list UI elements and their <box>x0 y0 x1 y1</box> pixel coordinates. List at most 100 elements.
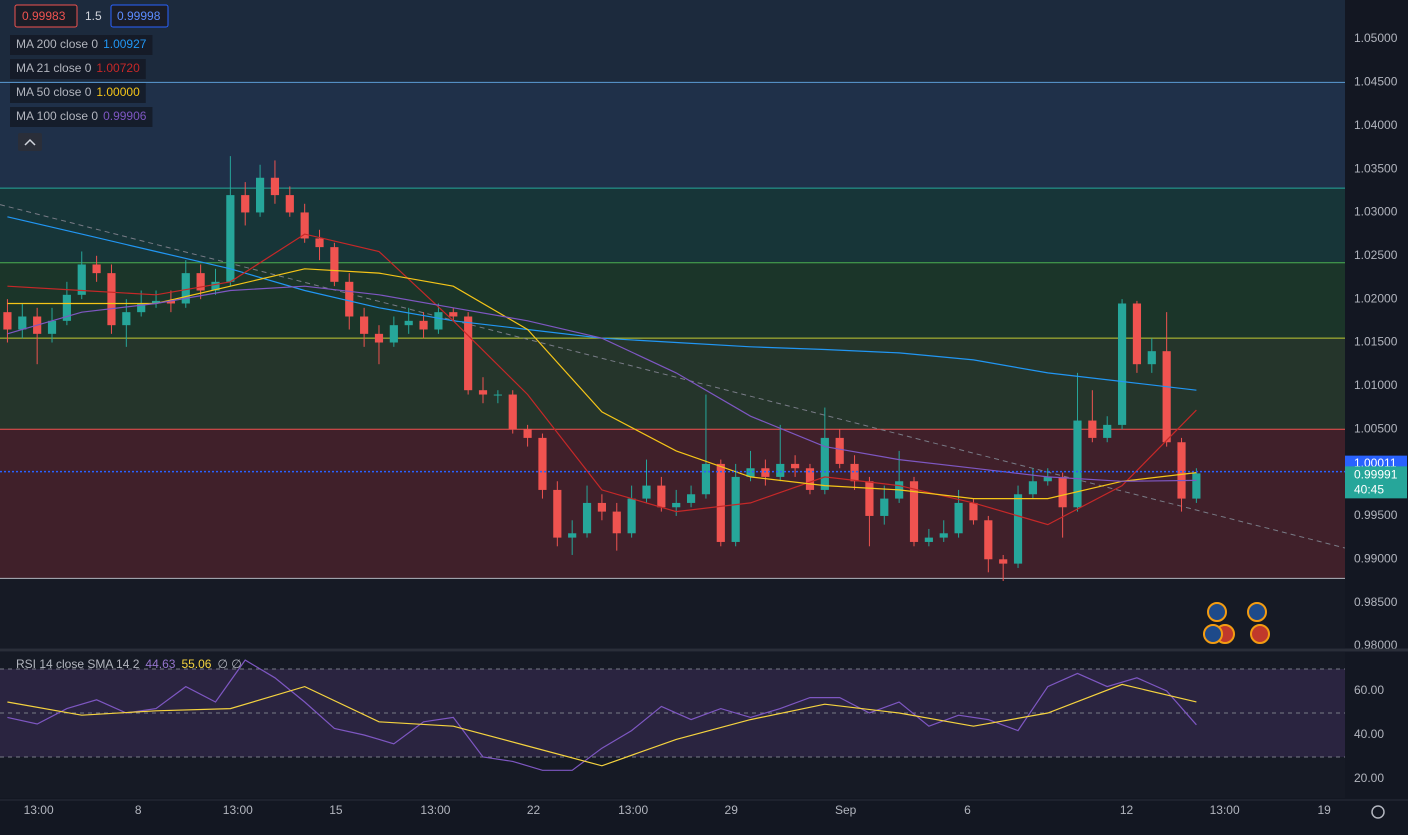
candle-body <box>1028 481 1037 495</box>
legend-row-bg <box>10 107 153 127</box>
candle-body <box>954 502 963 534</box>
x-tick-label: 19 <box>1318 803 1332 817</box>
rsi-tick-label: 40.00 <box>1354 727 1384 741</box>
x-tick-label: 29 <box>725 803 739 817</box>
candle-body <box>984 520 993 560</box>
y-tick-label: 1.01500 <box>1354 335 1398 349</box>
x-tick-label: 6 <box>964 803 971 817</box>
y-tick-label: 1.03000 <box>1354 205 1398 219</box>
x-tick-label: 8 <box>135 803 142 817</box>
event-eu[interactable] <box>1203 624 1223 644</box>
candle-body <box>746 468 755 477</box>
y-tick-label: 1.04500 <box>1354 75 1398 89</box>
candle-body <box>924 537 933 542</box>
fib-zone <box>0 188 1345 263</box>
candle-body <box>389 325 398 343</box>
x-tick-label: 15 <box>329 803 343 817</box>
x-tick-label: 13:00 <box>618 803 648 817</box>
x-tick-label: 13:00 <box>24 803 54 817</box>
moving-average <box>7 233 1197 526</box>
candle-body <box>226 195 235 282</box>
candle-body <box>434 312 443 330</box>
rsi-tick-label: 60.00 <box>1354 683 1384 697</box>
candle-body <box>464 316 473 391</box>
candle-body <box>999 559 1008 564</box>
x-tick-label: 13:00 <box>1210 803 1240 817</box>
candle-body <box>360 316 369 334</box>
candle-body <box>1117 303 1127 425</box>
candle-body <box>597 502 606 512</box>
candle-body <box>909 481 919 542</box>
settings-icon[interactable] <box>1371 805 1385 819</box>
y-tick-label: 1.00500 <box>1354 421 1398 435</box>
trendline <box>0 204 1346 549</box>
y-tick-label: 1.02500 <box>1354 248 1398 262</box>
candle-body <box>300 212 309 239</box>
plot: 1.05000 1.04500 1.04000 1.03500 1.03000 1.025… <box>0 0 1408 817</box>
candle-body <box>642 485 651 499</box>
countdown: 40:45 <box>1354 483 1384 497</box>
candle-body <box>865 481 874 516</box>
candle-body <box>449 312 458 317</box>
candle-body <box>820 437 829 490</box>
candle-body <box>538 437 547 490</box>
bid-box[interactable] <box>14 4 78 28</box>
y-tick-label: 1.01000 <box>1354 378 1398 392</box>
last-price-label: 0.99991 <box>1354 468 1398 482</box>
candle-body <box>657 485 666 508</box>
candle-body <box>107 273 116 326</box>
candle-body <box>508 394 517 430</box>
candle-body <box>211 281 220 291</box>
candle-body <box>1043 476 1052 482</box>
price-axis <box>1345 0 1408 648</box>
candle-body <box>92 264 101 274</box>
candle-body <box>850 463 859 482</box>
candle-body <box>1073 420 1082 508</box>
candle-body <box>285 195 294 213</box>
candle-body <box>419 320 428 330</box>
candle-body <box>1192 473 1201 499</box>
legend-name: MA 100 close 0 <box>16 109 98 123</box>
rsi-line <box>7 683 1197 767</box>
legend-value: 1.00720 <box>96 61 140 75</box>
candle-body <box>523 429 532 438</box>
event-us[interactable] <box>1250 624 1270 644</box>
candle-body <box>612 511 621 534</box>
candle-body <box>196 273 205 291</box>
price-line-label: 1.00011 <box>1354 456 1397 470</box>
candle-body <box>330 247 339 282</box>
candle-body <box>166 300 175 304</box>
candle-body <box>939 533 948 538</box>
ask-box[interactable] <box>110 4 169 28</box>
candle-body <box>1147 351 1156 365</box>
candle-body <box>805 468 815 490</box>
collapse-button[interactable] <box>18 133 42 151</box>
rsi-tick-label: 20.00 <box>1354 771 1384 785</box>
x-tick-label: 13:00 <box>223 803 253 817</box>
candle-body <box>1103 424 1112 438</box>
legend-name: MA 200 close 0 <box>16 37 98 51</box>
candle-body <box>47 320 57 334</box>
rsi-axis <box>1345 652 1408 798</box>
candle-body <box>374 333 384 343</box>
y-tick-label: 0.98500 <box>1354 595 1398 609</box>
y-tick-label: 1.04000 <box>1354 118 1398 132</box>
x-tick-label: Sep <box>835 803 857 817</box>
event-eu[interactable] <box>1207 602 1227 622</box>
candle-body <box>404 320 413 326</box>
candle-body <box>686 494 696 503</box>
candle-body <box>627 498 636 534</box>
candle-body <box>582 502 592 534</box>
rsi-readout: 55.06 <box>181 657 211 671</box>
legend-row-bg <box>10 35 153 55</box>
candle-body <box>1088 420 1097 438</box>
candle-body <box>62 294 71 321</box>
legend-row-bg <box>10 83 146 103</box>
rsi-title: RSI 14 close SMA 14 2 <box>16 657 140 671</box>
candle-body <box>1058 476 1067 508</box>
candle-body <box>731 476 740 542</box>
x-tick-label: 22 <box>527 803 541 817</box>
event-eu[interactable] <box>1247 602 1267 622</box>
y-tick-label: 1.05000 <box>1354 31 1398 45</box>
